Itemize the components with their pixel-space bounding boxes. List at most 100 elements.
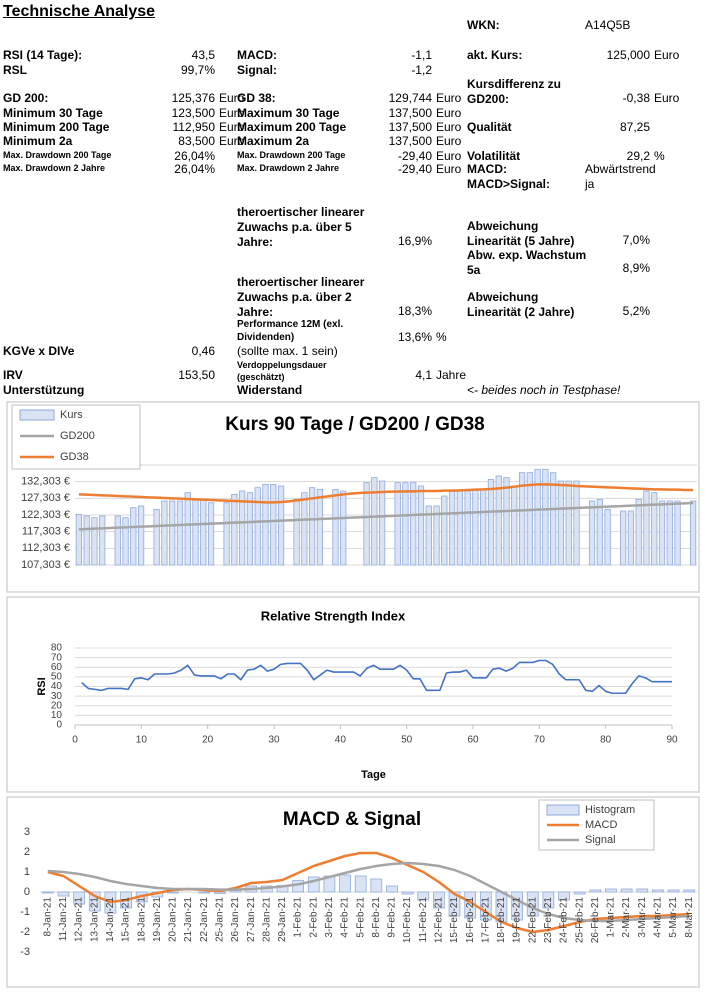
field-value: 0,46 [191,344,215,358]
bar [464,490,471,566]
bar [198,891,211,894]
bar [604,508,611,566]
x-tick-label: 3-Mar-21 [637,897,648,938]
x-tick-label: 3-Feb-21 [324,897,335,938]
x-tick-label: 4-Mar-21 [653,897,664,938]
field-value: 137,500 [388,106,432,120]
field-value: 137,500 [388,120,432,134]
bar [394,482,401,566]
bar [518,472,526,566]
field-value: 18,3% [397,304,432,318]
line [81,659,672,695]
field-label: Maximum 200 Tage [237,120,347,134]
field-label: RSI (14 Tage): [3,48,83,62]
field-value: 153,50 [178,368,215,382]
field-value: 13,6% [397,330,432,344]
field-label: Unterstützung [3,383,85,397]
field-unit: Euro [436,106,462,120]
line [47,851,690,934]
field-label: WKN: [467,18,500,32]
y-tick-label: 2 [24,846,30,858]
x-tick-label: 10-Feb-21 [402,897,413,944]
field-label: Abweichung Linearität (2 Jahre) [467,290,575,319]
bar [643,490,650,566]
x-tick-label: 28-Jan-21 [261,897,272,942]
bar [487,478,495,566]
legend-label: Kurs [60,409,83,421]
bar [239,490,246,566]
bar [378,480,386,566]
chart-frame [6,401,700,593]
field-value: Abwärtstrend [585,162,656,176]
field-label: Signal: [237,63,278,77]
bar [558,891,570,901]
bar [433,891,445,909]
x-tick-label: 4-Feb-21 [340,897,351,938]
y-tick-label: -2 [20,926,30,938]
x-tick-label: 2-Mar-21 [621,897,632,938]
field-label: Minimum 200 Tage [3,120,110,134]
y-tick-label: 10 [51,710,63,721]
bar [262,483,269,566]
x-tick-label: 8-Mar-21 [684,897,695,938]
line [78,483,694,504]
bar [57,891,70,897]
bar [433,505,440,566]
field-unit: Euro [436,91,462,105]
bar [542,891,555,909]
field-value: -1,1 [411,48,432,62]
x-tick-label: 19-Feb-21 [512,897,523,944]
bar [254,487,261,566]
bar [480,488,487,566]
field-unit: Euro [219,106,245,120]
y-tick-label: -1 [20,906,30,918]
x-tick-label: 1-Mar-21 [606,897,617,938]
y-tick-label: 80 [51,643,63,654]
field-unit: Euro [654,48,680,62]
bar [277,485,285,566]
bar [340,490,347,566]
bar [293,498,300,566]
legend-swatch [19,409,55,421]
bar [651,492,658,566]
y-tick-label: 127,303 € [21,492,70,504]
field-label: Max. Drawdown 2 Jahre [237,163,340,173]
y-tick-label: 117,303 € [22,526,70,538]
field-value: 4,1 [415,368,432,382]
bar [122,517,129,566]
y-axis-label: RSI [36,677,48,695]
x-tick-label: 22-Jan-21 [199,897,210,942]
field-label: Kursdifferenz zu GD200: [467,77,562,106]
x-tick-label: 80 [600,735,612,746]
bar [557,480,565,566]
bar [666,500,673,566]
y-tick-label: 132,303 € [21,476,70,488]
bar [441,495,448,566]
x-tick-label: 70 [534,735,546,746]
bar [207,502,215,566]
field-label: Performance 12M (exl. Dividenden) [237,319,344,343]
bar [658,500,666,566]
bar [270,483,277,566]
y-tick-label: 107,303 € [21,559,70,571]
x-tick-label: 26-Feb-21 [590,897,601,944]
field-value: 29,2 [626,149,650,163]
x-tick-label: 1-Feb-21 [293,897,304,938]
bar [75,513,83,566]
y-tick-label: 70 [51,652,63,663]
field-unit: Euro [219,134,245,148]
field-value: 7,0% [622,233,650,247]
field-value: 125,376 [171,91,215,105]
bar [169,500,176,566]
x-tick-label: 19-Jan-21 [152,897,163,942]
bar [200,498,207,566]
bar [184,492,191,566]
field-label: theroertischer linearer Zuwachs p.a. übe… [237,275,365,319]
field-value: 5,2% [622,304,650,318]
x-tick-label: 23-Feb-21 [543,897,554,944]
x-tick-label: 12-Feb-21 [434,897,445,944]
x-tick-label: 2-Feb-21 [308,897,319,938]
chart-frame [6,596,700,793]
field-label: Max. Drawdown 200 Tage [3,150,112,160]
